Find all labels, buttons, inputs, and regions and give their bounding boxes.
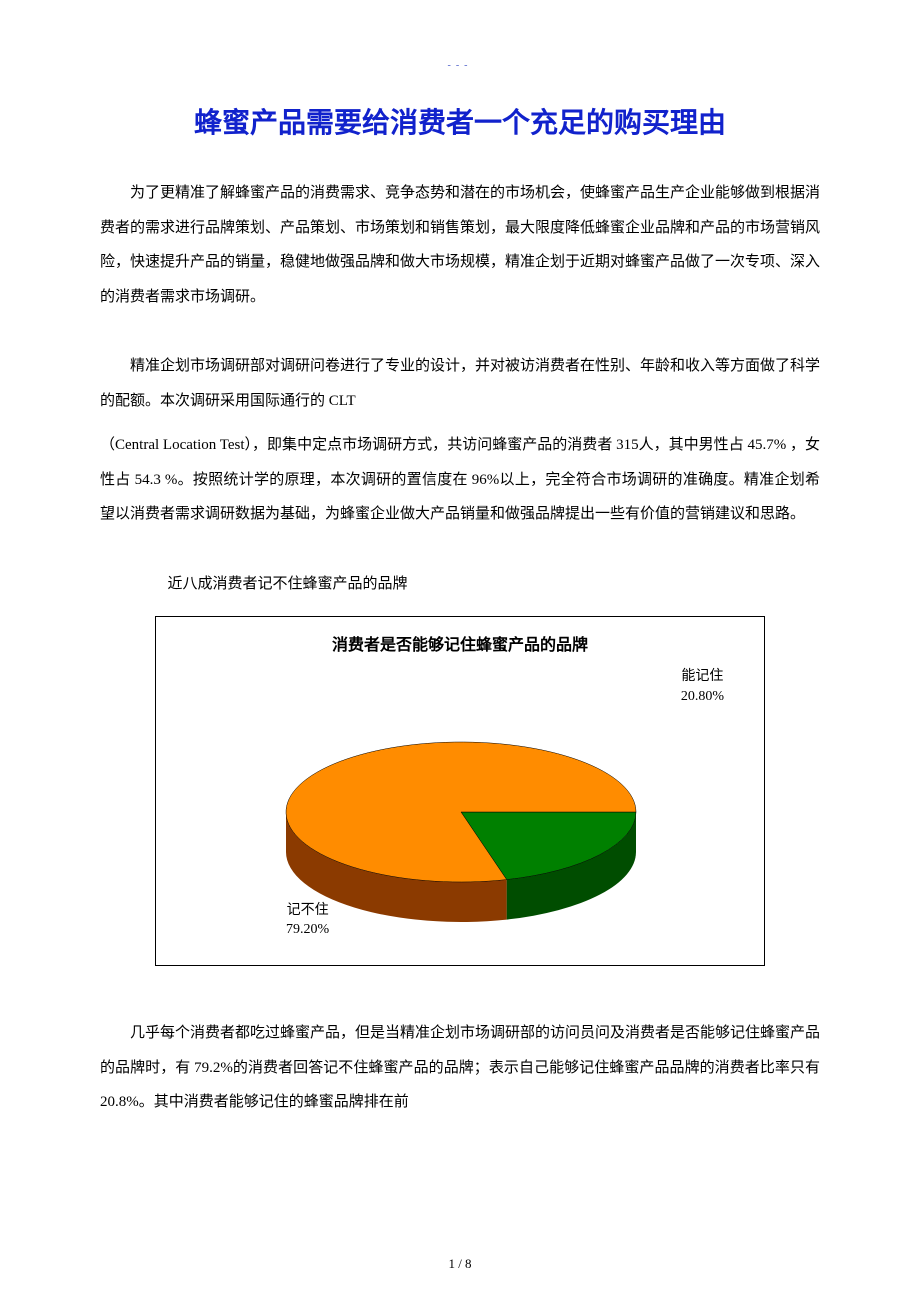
chart-label-remember: 能记住 20.80% (681, 667, 724, 706)
chart-label-remember-text: 能记住 (681, 669, 723, 684)
subheading-1: 近八成消费者记不住蜂蜜产品的品牌 (168, 567, 821, 602)
chart-label-notremember: 记不住 79.20% (286, 901, 329, 940)
pie-chart-brand-recall: 消费者是否能够记住蜂蜜产品的品牌 能记住 20.80% 记不住 79.20% (155, 616, 765, 966)
paragraph-1: 为了更精准了解蜂蜜产品的消费需求、竞争态势和潜在的市场机会，使蜂蜜产品生产企业能… (100, 176, 820, 314)
page-number: 1 / 8 (448, 1256, 471, 1272)
pie-chart-svg (156, 617, 766, 967)
paragraph-2a: 精准企划市场调研部对调研问卷进行了专业的设计，并对被访消费者在性别、年龄和收入等… (100, 349, 820, 418)
top-decoration-marks: --- (100, 60, 820, 71)
chart-label-notremember-text: 记不住 (287, 903, 329, 918)
document-title: 蜂蜜产品需要给消费者一个充足的购买理由 (100, 101, 820, 141)
paragraph-2b: （Central Location Test），即集中定点市场调研方式，共访问蜂… (100, 428, 820, 532)
chart-label-notremember-pct: 79.20% (286, 922, 329, 937)
chart-label-remember-pct: 20.80% (681, 689, 724, 704)
paragraph-3: 几乎每个消费者都吃过蜂蜜产品，但是当精准企划市场调研部的访问员问及消费者是否能够… (100, 1016, 820, 1120)
